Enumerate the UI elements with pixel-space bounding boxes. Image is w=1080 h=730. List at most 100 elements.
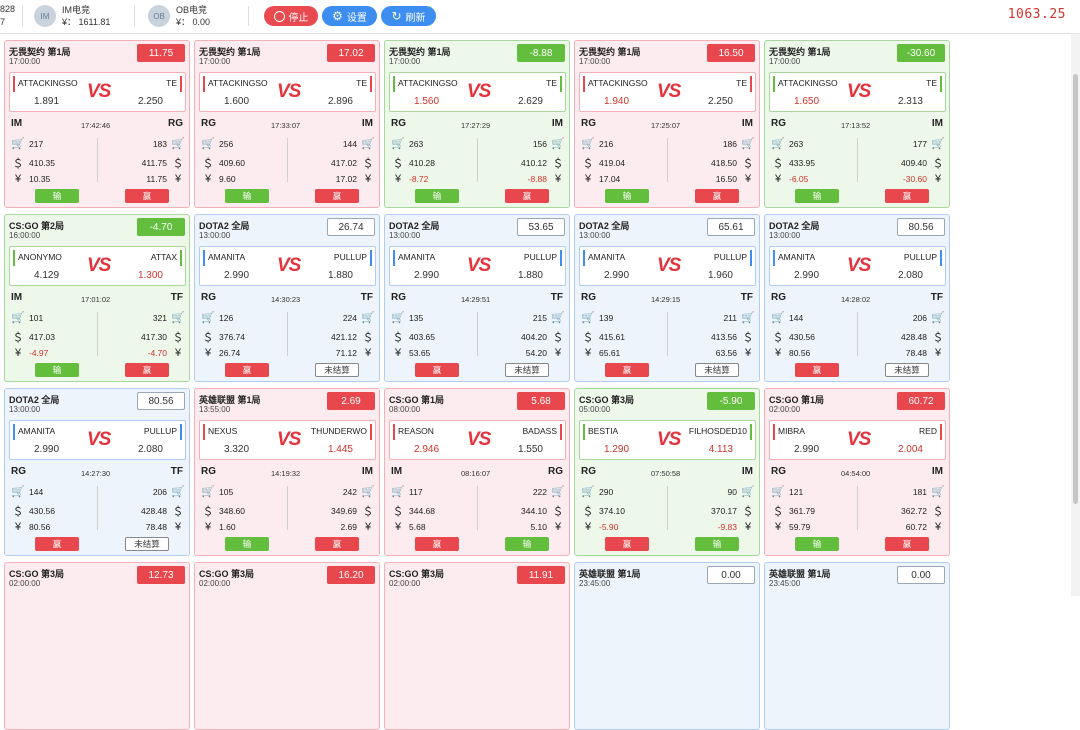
team2-name: PULLUP [143,426,177,436]
result-left-button[interactable]: 输 [795,537,839,551]
stop-button[interactable]: 停止 [264,6,318,26]
result-right-button[interactable]: 赢 [885,189,929,203]
yen-icon: ¥ [394,521,402,533]
bet-time: 14:29:51 [461,295,491,304]
left-stat-row: ¥80.56 [11,521,50,533]
result-left-button[interactable]: 赢 [795,363,839,377]
result-left-button[interactable]: 赢 [415,537,459,551]
match-card[interactable]: 无畏契约 第1局 17:00:00 17.02 ATTACKINGSO TE 1.600 2… [194,40,380,208]
right-stat-value: 11.75 [146,174,167,184]
money-hand-icon: ＄ [552,506,564,518]
match-card[interactable]: 英雄联盟 第1局 13:55:00 2.69 NEXUS THUNDERWO 3.320 1… [194,388,380,556]
result-right-button[interactable]: 赢 [885,537,929,551]
result-left-button[interactable]: 输 [795,189,839,203]
match-card[interactable]: 无畏契约 第1局 17:00:00 -30.60 ATTACKINGSO TE 1.650… [764,40,950,208]
match-start-time: 02:00:00 [9,579,41,588]
scrollbar[interactable] [1071,34,1080,596]
match-start-time: 02:00:00 [769,405,801,414]
team-bar-right [560,76,562,92]
vs-label: VS [847,429,871,450]
left-stat-value: 348.60 [219,506,245,516]
result-right-button[interactable]: 未结算 [505,363,549,377]
yen-icon: ¥ [744,173,752,185]
match-card[interactable]: 英雄联盟 第1局 23:45:00 0.00 [574,562,760,730]
match-card[interactable]: CS:GO 第3局 02:00:00 16.20 [194,562,380,730]
result-right-button[interactable]: 赢 [505,189,549,203]
avatar: OB [148,5,170,27]
match-card[interactable]: 无畏契约 第1局 17:00:00 11.75 ATTACKINGSO TE 1.891 2… [4,40,190,208]
result-right-button[interactable]: 赢 [315,189,359,203]
match-card[interactable]: 无畏契约 第1局 17:00:00 16.50 ATTACKINGSO TE 1.940 2… [574,40,760,208]
match-card[interactable]: DOTA2 全局 13:00:00 80.56 AMANITA PULLUP 2.990 2… [4,388,190,556]
right-stat-row: 410.12 ＄ [521,155,565,171]
match-card[interactable]: CS:GO 第3局 05:00:00 -5.90 BESTIA FILHOSDED10 1… [574,388,760,556]
match-card[interactable]: CS:GO 第1局 02:00:00 60.72 MIBRA RED 2.990 2.004… [764,388,950,556]
stat-divider [287,312,288,356]
match-card[interactable]: 无畏契约 第1局 17:00:00 -8.88 ATTACKINGSO TE 1.560 2… [384,40,570,208]
team2-name: FILHOSDED10 [688,426,747,436]
match-card[interactable]: DOTA2 全局 13:00:00 26.74 AMANITA PULLUP 2.990 1… [194,214,380,382]
left-stat-row: ＄ 415.61 [581,329,626,345]
left-stat-row: ¥65.61 [581,347,620,359]
result-right-button[interactable]: 赢 [695,189,739,203]
settings-button[interactable]: ⚙ 设置 [322,6,377,26]
teams-box: AMANITA PULLUP 2.990 1.880 VS [199,246,376,286]
team2-name: PULLUP [713,252,747,262]
profit-badge: -8.88 [517,44,565,62]
result-left-button[interactable]: 赢 [35,537,79,551]
team2-odds: 1.880 [327,270,353,281]
result-left-button[interactable]: 赢 [415,363,459,377]
result-right-button[interactable]: 输 [505,537,549,551]
result-right-button[interactable]: 未结算 [885,363,929,377]
result-left-button[interactable]: 输 [225,537,269,551]
match-card[interactable]: 英雄联盟 第1局 23:45:00 0.00 [764,562,950,730]
refresh-button[interactable]: ↻ 刷新 [381,6,436,26]
money-hand-icon: ＄ [582,158,594,170]
match-title: 无畏契约 第1局 [769,47,831,57]
bet-time: 14:19:32 [271,469,301,478]
right-stat-row: 421.12 ＄ [331,329,375,345]
result-left-button[interactable]: 输 [225,189,269,203]
match-card[interactable]: CS:GO 第3局 02:00:00 12.73 [4,562,190,730]
match-card[interactable]: CS:GO 第1局 08:00:00 5.68 REASON BADASS 2.946 1.… [384,388,570,556]
result-right-button[interactable]: 未结算 [315,363,359,377]
result-right-button[interactable]: 未结算 [695,363,739,377]
result-right-button[interactable]: 赢 [315,537,359,551]
match-card[interactable]: CS:GO 第2局 16:00:00 -4.70 ANONYMO ATTAX 4.129 1… [4,214,190,382]
right-stat-row: 344.10 ＄ [521,503,565,519]
team1-name: AMANITA [398,252,436,262]
result-left-button[interactable]: 赢 [605,363,649,377]
match-card[interactable]: DOTA2 全局 13:00:00 80.56 AMANITA PULLUP 2.990 2… [764,214,950,382]
result-left-button[interactable]: 输 [35,363,79,377]
result-right-button[interactable]: 输 [695,537,739,551]
right-stat-row: 411.75 ＄ [142,155,185,171]
left-stat-row: ＄ 376.74 [201,329,246,345]
match-card[interactable]: CS:GO 第3局 02:00:00 11.91 [384,562,570,730]
match-title: 英雄联盟 第1局 [769,569,831,579]
result-left-button[interactable]: 赢 [605,537,649,551]
match-card[interactable]: DOTA2 全局 13:00:00 53.65 AMANITA PULLUP 2.990 1… [384,214,570,382]
team2-name: BADASS [522,426,558,436]
yen-icon: ¥ [554,173,562,185]
match-card[interactable]: DOTA2 全局 13:00:00 65.61 AMANITA PULLUP 2.990 1… [574,214,760,382]
teams-box: ATTACKINGSO TE 1.891 2.250 VS [9,72,186,112]
left-stat-value: 403.65 [409,332,435,342]
result-left-button[interactable]: 赢 [225,363,269,377]
right-stat-row: 409.40 ＄ [901,155,945,171]
stat-divider [477,312,478,356]
result-left-button[interactable]: 输 [35,189,79,203]
scrollbar-thumb[interactable] [1073,74,1078,504]
result-right-button[interactable]: 赢 [125,189,169,203]
money-hand-icon: ＄ [552,158,564,170]
bet-time: 17:27:29 [461,121,491,130]
account-ob[interactable]: OB OB电竞 ¥： 0.00 [148,3,210,29]
result-right-button[interactable]: 赢 [125,363,169,377]
right-stat-value: 321 [152,312,167,323]
result-left-button[interactable]: 输 [605,189,649,203]
team2-odds: 2.250 [137,96,163,107]
result-left-button[interactable]: 输 [415,189,459,203]
stat-divider [287,138,288,182]
account-im[interactable]: IM IM电竞 ¥： 1611.81 [34,3,110,29]
result-right-button[interactable]: 未结算 [125,537,169,551]
vs-label: VS [847,81,871,102]
